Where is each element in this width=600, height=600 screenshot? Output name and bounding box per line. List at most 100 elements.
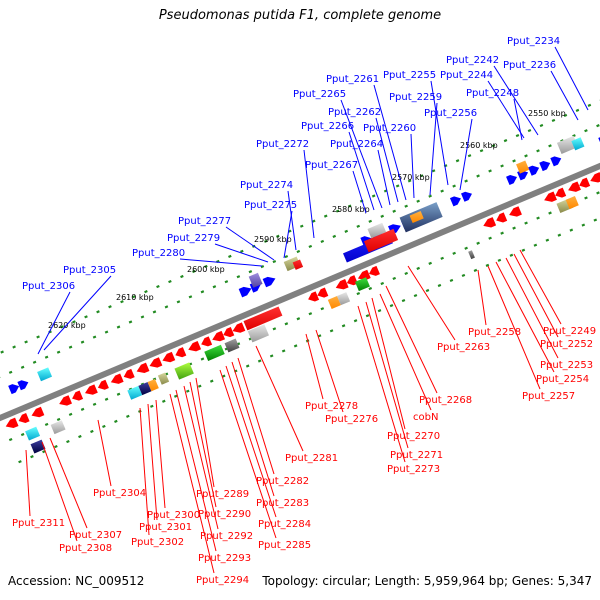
scale-tick — [126, 414, 130, 418]
reverse-gene-callout — [477, 269, 487, 326]
map-title: Pseudomonas putida F1, complete genome — [158, 8, 442, 23]
scale-tick — [68, 345, 73, 349]
reverse-gene-callout — [49, 437, 88, 529]
forward-gene-callout — [487, 80, 525, 139]
reverse-gene-label: Pput_2263 — [437, 342, 490, 353]
reverse-gene-callout — [407, 265, 456, 341]
reverse-gene-arrow — [308, 291, 320, 302]
reverse-gene-callout — [371, 297, 406, 430]
scale-tick — [569, 228, 574, 232]
scale-tick — [92, 335, 97, 339]
feature-box — [37, 367, 53, 382]
scale-tick — [455, 159, 460, 163]
reverse-gene-callout — [139, 407, 150, 536]
scale-tick — [476, 174, 480, 178]
scale-tick — [120, 300, 124, 304]
forward-gene-callout — [340, 99, 383, 209]
scale-tick — [293, 344, 298, 348]
scale-tick — [24, 340, 28, 344]
reverse-gene-arrow — [357, 269, 371, 281]
scale-tick — [144, 290, 148, 294]
scale-tick — [392, 276, 397, 281]
scale-tick — [192, 269, 196, 274]
scale-tick — [545, 238, 550, 242]
scale-tick — [132, 295, 136, 299]
reverse-gene-label: Pput_2308 — [59, 543, 112, 554]
forward-gene-callout — [352, 170, 367, 214]
reverse-gene-callout — [379, 293, 432, 411]
scale-tick — [473, 268, 478, 272]
reverse-gene-label: Pput_2289 — [196, 489, 249, 500]
scale-tick — [449, 278, 454, 283]
genome-summary: Topology: circular; Length: 5,959,964 bp… — [262, 574, 592, 588]
feature-box — [468, 250, 475, 260]
scale-tick — [12, 345, 16, 349]
forward-gene-label: Pput_2248 — [466, 88, 519, 99]
scale-tick — [392, 209, 396, 213]
scale-tick — [512, 226, 516, 230]
reverse-gene-arrow — [162, 351, 176, 363]
reverse-gene-callout — [169, 393, 215, 574]
reverse-gene-label: Pput_2276 — [325, 414, 378, 425]
forward-gene-callout — [214, 243, 269, 263]
forward-gene-callout — [283, 210, 293, 259]
reverse-gene-arrow — [175, 347, 187, 358]
scale-tick — [581, 223, 586, 227]
forward-gene-label: Pput_2256 — [424, 108, 477, 119]
reverse-gene-label: Pput_2294 — [196, 575, 249, 586]
forward-gene-arrow — [550, 156, 562, 167]
reverse-gene-callout — [231, 361, 275, 497]
feature-box — [224, 338, 240, 353]
feature-box — [367, 222, 387, 239]
forward-gene-callout — [550, 70, 579, 121]
forward-gene-callout — [43, 275, 112, 351]
scale-tick — [161, 399, 166, 403]
forward-gene-label: Pput_2275 — [244, 200, 297, 211]
forward-gene-callout — [348, 131, 375, 211]
forward-gene-label: Pput_2234 — [507, 36, 560, 47]
forward-gene-callout — [429, 102, 438, 196]
scale-tick — [20, 432, 25, 437]
reverse-gene-callout — [237, 357, 275, 475]
reverse-gene-arrow — [59, 395, 72, 406]
scale-tick — [44, 355, 49, 359]
scale-tick — [44, 422, 49, 427]
feature-box — [157, 372, 170, 385]
scale-tick — [150, 404, 154, 408]
feature-box — [355, 277, 370, 292]
scale-tick — [512, 159, 516, 163]
scale-tick — [36, 335, 40, 339]
forward-gene-label: Pput_2244 — [440, 70, 493, 81]
reverse-gene-arrow — [188, 340, 202, 352]
scale-tick — [353, 319, 358, 323]
scale-tick — [92, 402, 97, 406]
reverse-gene-label: Pput_2311 — [12, 518, 65, 529]
forward-gene-arrow — [8, 384, 20, 395]
forward-gene-label: Pput_2265 — [293, 89, 346, 100]
scale-tick — [8, 437, 13, 442]
reverse-gene-label: Pput_2307 — [69, 530, 122, 541]
scale-tick — [248, 270, 253, 274]
reverse-gene-arrow — [483, 217, 497, 228]
forward-gene-arrow — [238, 286, 252, 298]
forward-gene-arrow — [539, 161, 551, 172]
scale-tick — [80, 340, 85, 344]
scale-tick — [395, 184, 400, 188]
reverse-gene-label: Pput_2270 — [387, 431, 440, 442]
scale-tick — [440, 256, 444, 260]
scale-tick — [60, 325, 64, 329]
scale-tick — [296, 317, 301, 321]
forward-gene-label: Pput_2261 — [326, 74, 379, 85]
scale-tick — [515, 133, 520, 138]
feature-box — [50, 420, 66, 435]
scale-tick — [0, 350, 4, 354]
reverse-gene-callout — [97, 419, 112, 487]
reverse-gene-callout — [175, 389, 217, 552]
scale-tick — [389, 304, 394, 308]
accession-label: Accession: NC_009512 — [8, 574, 145, 588]
scale-tick — [284, 322, 289, 326]
scale-tick — [416, 266, 421, 270]
scale-tick — [176, 300, 181, 304]
scale-tick — [80, 407, 85, 411]
